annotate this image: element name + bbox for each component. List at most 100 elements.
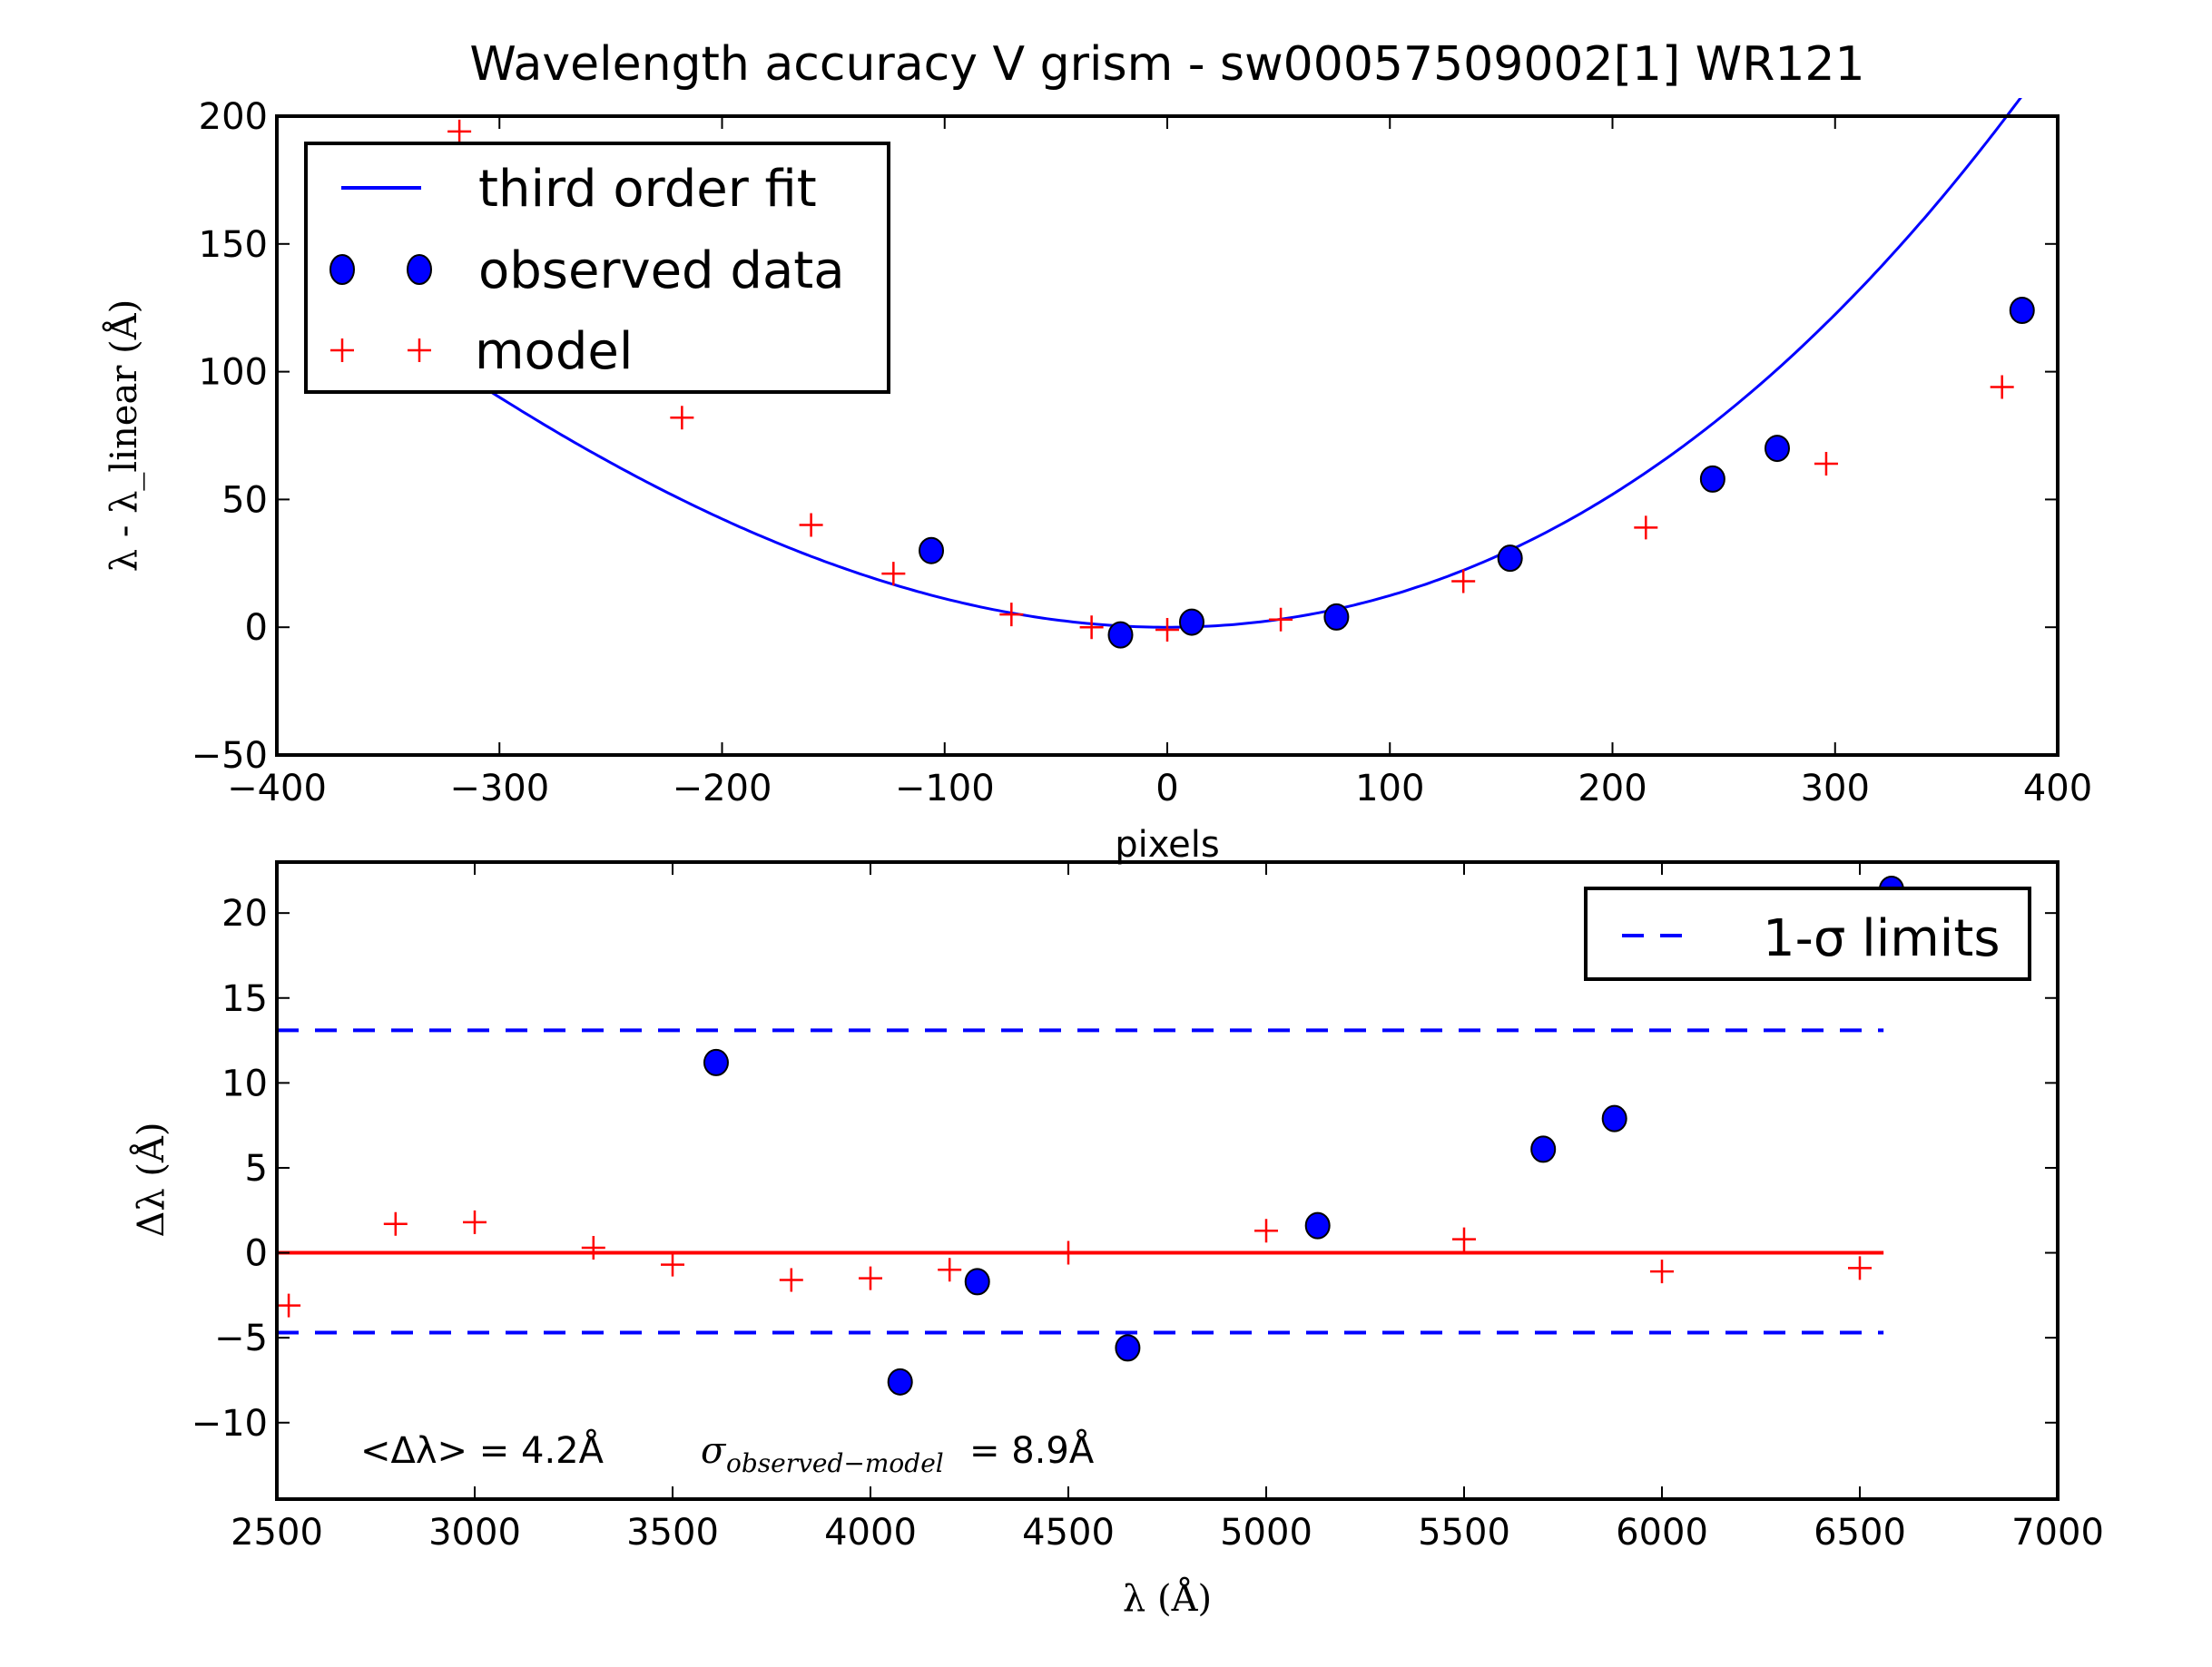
observed-data-point bbox=[2009, 297, 2035, 325]
sigma-subscript: observed−model bbox=[726, 1448, 944, 1478]
x-tick-label: 5000 bbox=[1220, 1512, 1312, 1554]
x-tick-label: 3500 bbox=[626, 1512, 719, 1554]
observed-data-point bbox=[703, 1048, 729, 1076]
bottom-y-axis-label: Δλ (Å) bbox=[130, 1122, 172, 1237]
x-tick-label: 4500 bbox=[1022, 1512, 1115, 1554]
y-tick-label: 0 bbox=[245, 1233, 268, 1275]
top-legend-box bbox=[304, 142, 890, 394]
model-data-point bbox=[1269, 607, 1293, 632]
model-data-point bbox=[1848, 1256, 1872, 1280]
fit-curve bbox=[458, 98, 2022, 629]
observed-data-point bbox=[1323, 603, 1350, 631]
sigma-symbol: σ bbox=[701, 1430, 727, 1472]
observed-data-point bbox=[1530, 1135, 1557, 1163]
model-data-point bbox=[859, 1266, 882, 1290]
model-data-point bbox=[661, 1252, 684, 1277]
legend-model-marker-icon bbox=[330, 338, 431, 362]
model-data-point bbox=[277, 1293, 301, 1318]
y-tick-label: 5 bbox=[245, 1148, 268, 1190]
y-tick-label: 200 bbox=[199, 96, 268, 138]
observed-data-point bbox=[887, 1368, 913, 1396]
observed-data-point bbox=[1178, 608, 1204, 636]
model-data-point bbox=[999, 603, 1024, 627]
top-ticks: −400 −300 −200 −100 0 100 200 300 400 −50 0 50 100 15… bbox=[192, 96, 2093, 809]
x-tick-label: 0 bbox=[1155, 768, 1178, 809]
observed-data-point bbox=[919, 536, 945, 564]
observed-data-point bbox=[1115, 1334, 1141, 1362]
legend-observed-marker-icon bbox=[407, 254, 432, 285]
sigma-value: = 8.9Å bbox=[969, 1428, 1095, 1472]
model-data-point bbox=[1814, 451, 1838, 476]
model-data-point bbox=[881, 562, 906, 586]
x-tick-label: 300 bbox=[1801, 768, 1870, 809]
legend-observed-label: observed data bbox=[478, 241, 845, 300]
top-plot-area bbox=[447, 98, 2035, 649]
top-chart-title: Wavelength accuracy V grism - sw00057509… bbox=[469, 37, 1864, 92]
x-tick-label: 6000 bbox=[1616, 1512, 1708, 1554]
model-data-point bbox=[1451, 569, 1476, 593]
observed-data-point bbox=[964, 1268, 990, 1296]
x-tick-label: 5500 bbox=[1418, 1512, 1510, 1554]
bottom-axes-frame bbox=[275, 860, 2060, 1501]
model-data-point bbox=[670, 406, 694, 430]
x-tick-label: 3000 bbox=[428, 1512, 521, 1554]
bottom-chart: 2500 3000 3500 4000 4500 5000 5500 6000 6500 7000… bbox=[130, 860, 2104, 1620]
bottom-ticks: 2500 3000 3500 4000 4500 5000 5500 6000 6500 7000… bbox=[192, 862, 2104, 1554]
y-tick-label: −10 bbox=[192, 1403, 268, 1445]
y-tick-label: 10 bbox=[221, 1063, 268, 1104]
observed-data-point bbox=[1699, 465, 1725, 493]
model-data-point bbox=[1650, 1260, 1674, 1284]
model-data-point bbox=[1057, 1240, 1080, 1265]
observed-data-point bbox=[1764, 435, 1790, 463]
x-tick-label: −400 bbox=[227, 768, 327, 809]
top-y-axis-label: λ - λ_linear (Å) bbox=[103, 299, 145, 572]
observed-data-point bbox=[1304, 1211, 1331, 1240]
x-tick-label: 400 bbox=[2023, 768, 2092, 809]
model-data-point bbox=[463, 1210, 487, 1234]
observed-data-point bbox=[1107, 621, 1134, 649]
x-tick-label: 7000 bbox=[2011, 1512, 2104, 1554]
observed-data-point bbox=[1601, 1104, 1627, 1133]
model-data-point bbox=[1155, 618, 1179, 642]
model-data-point bbox=[447, 119, 472, 143]
y-tick-label: 150 bbox=[199, 224, 268, 266]
x-tick-label: 200 bbox=[1578, 768, 1647, 809]
x-tick-label: −200 bbox=[673, 768, 772, 809]
observed-data-point bbox=[1497, 544, 1523, 573]
legend-fit-label: third order fit bbox=[478, 160, 817, 219]
top-legend: third order fit observed data model bbox=[304, 142, 890, 394]
model-data-point bbox=[1634, 515, 1658, 540]
model-data-point bbox=[799, 513, 823, 537]
legend-sigma-label: 1-σ limits bbox=[1763, 909, 2001, 968]
model-data-point bbox=[1990, 375, 2014, 399]
bottom-legend-box bbox=[1584, 887, 2031, 981]
model-data-point bbox=[1254, 1219, 1278, 1243]
x-tick-label: −100 bbox=[895, 768, 995, 809]
y-tick-label: 50 bbox=[221, 479, 268, 521]
model-data-point bbox=[1452, 1227, 1476, 1251]
x-tick-label: 2500 bbox=[231, 1512, 323, 1554]
mean-annotation: <Δλ> = 4.2Å bbox=[360, 1428, 605, 1472]
bottom-plot-area bbox=[277, 875, 1904, 1396]
y-tick-label: 0 bbox=[245, 607, 268, 649]
y-tick-label: −50 bbox=[192, 735, 268, 777]
x-tick-label: −300 bbox=[449, 768, 549, 809]
model-data-point bbox=[383, 1211, 408, 1236]
x-tick-label: 100 bbox=[1355, 768, 1424, 809]
plot-marks bbox=[447, 98, 2035, 649]
legend-observed-marker-icon bbox=[329, 254, 355, 285]
stats-annotation: <Δλ> = 4.2Å σ observed−model = 8.9Å bbox=[360, 1428, 1095, 1478]
y-tick-label: 15 bbox=[221, 978, 268, 1020]
model-data-point bbox=[1079, 615, 1104, 640]
y-tick-label: 100 bbox=[199, 352, 268, 394]
bottom-legend: 1-σ limits bbox=[1584, 887, 2031, 981]
model-data-point bbox=[779, 1268, 803, 1292]
y-tick-label: −5 bbox=[214, 1318, 268, 1359]
legend-model-label: model bbox=[475, 322, 633, 381]
x-tick-label: 6500 bbox=[1814, 1512, 1906, 1554]
model-data-point bbox=[938, 1258, 962, 1282]
bottom-x-axis-label: λ (Å) bbox=[1123, 1577, 1212, 1620]
x-tick-label: 4000 bbox=[824, 1512, 917, 1554]
top-chart: Wavelength accuracy V grism - sw00057509… bbox=[103, 37, 2092, 866]
